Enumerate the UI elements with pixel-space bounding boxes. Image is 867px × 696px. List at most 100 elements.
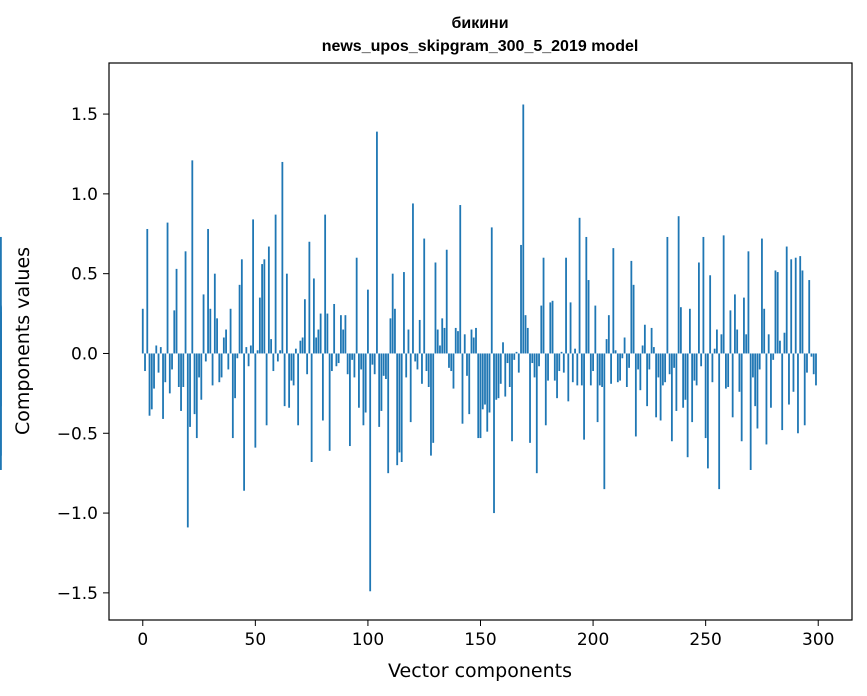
bar-195 xyxy=(580,353,583,386)
bar-57 xyxy=(270,339,273,354)
chart-title: бикини xyxy=(451,15,508,32)
bar-9 xyxy=(162,353,164,419)
bar-22 xyxy=(191,160,194,354)
bar-160 xyxy=(502,342,504,354)
bar-108 xyxy=(385,353,387,380)
bar-136 xyxy=(448,353,450,368)
bar-20 xyxy=(186,353,189,528)
bar-18 xyxy=(182,353,185,387)
y-tick-label: 0.0 xyxy=(71,344,98,364)
bar-168 xyxy=(520,244,522,354)
bar-29 xyxy=(207,228,209,354)
bar-36 xyxy=(222,337,225,354)
bar-137 xyxy=(450,353,453,372)
bar-205 xyxy=(603,353,606,490)
bar-95 xyxy=(355,257,358,354)
bar-54 xyxy=(263,259,266,354)
bar-32 xyxy=(213,273,216,354)
bar-254 xyxy=(713,348,716,354)
bar-288 xyxy=(790,259,793,354)
y-tick-label: −0.5 xyxy=(57,424,98,444)
bar-93 xyxy=(351,353,354,360)
bar-239 xyxy=(679,307,682,354)
bar-16 xyxy=(177,353,180,387)
bar-128 xyxy=(430,353,432,456)
bar-285 xyxy=(783,332,786,354)
bar-170 xyxy=(524,315,527,354)
bar-84 xyxy=(331,353,333,372)
bar-167 xyxy=(517,353,520,373)
bar-240 xyxy=(682,353,685,408)
bar-248 xyxy=(700,353,703,367)
bar-151 xyxy=(481,353,484,410)
bar-191 xyxy=(571,353,574,383)
y-ticks: −1.5 −1.0 −0.5 0.0 0.5 1.0 1.5 xyxy=(57,105,109,604)
bar-197 xyxy=(585,236,588,354)
bar-269 xyxy=(747,251,750,354)
bar-15 xyxy=(175,268,178,354)
bar-228 xyxy=(655,353,658,418)
bar-83 xyxy=(328,353,331,451)
bar-154 xyxy=(488,353,491,413)
bar-262 xyxy=(731,353,734,418)
bar-222 xyxy=(641,345,644,354)
bar-138 xyxy=(452,353,455,389)
bar-282 xyxy=(776,272,779,354)
bar-184 xyxy=(556,353,558,399)
bar-8 xyxy=(159,347,162,354)
bar-135 xyxy=(445,249,448,354)
bar-97 xyxy=(360,353,363,370)
bar-250 xyxy=(704,353,707,439)
bar-226 xyxy=(650,327,653,354)
x-tick-label: 150 xyxy=(464,630,496,650)
bar-94 xyxy=(353,353,356,378)
bar-39 xyxy=(229,308,232,354)
bar-80 xyxy=(321,353,324,421)
bar-89 xyxy=(342,329,345,354)
bar-220 xyxy=(637,353,640,370)
bar-74 xyxy=(308,241,311,354)
bar-2 xyxy=(146,228,149,354)
bar-179 xyxy=(544,353,547,426)
bar-164 xyxy=(511,353,513,442)
bar-224 xyxy=(646,353,649,407)
bar-253 xyxy=(711,353,714,383)
bar-150 xyxy=(479,353,482,439)
bar-256 xyxy=(718,353,721,490)
bar-101 xyxy=(369,353,372,592)
bar-96 xyxy=(358,353,360,408)
bar-246 xyxy=(695,353,698,386)
x-tick-label: 100 xyxy=(352,630,384,650)
bar-27 xyxy=(202,294,205,354)
bar-116 xyxy=(403,272,405,354)
bar-264 xyxy=(736,329,739,354)
bar-130 xyxy=(434,262,437,354)
bar-47 xyxy=(247,353,250,367)
bar-72 xyxy=(303,299,306,354)
bar-219 xyxy=(634,353,637,437)
bar-278 xyxy=(767,334,770,354)
bar-139 xyxy=(454,327,457,354)
bar-202 xyxy=(596,353,599,423)
bar-134 xyxy=(443,327,446,354)
bar-247 xyxy=(698,262,700,354)
bar-120 xyxy=(412,203,414,354)
bar-105 xyxy=(378,353,381,427)
bar-242 xyxy=(686,353,689,458)
bar-201 xyxy=(594,305,597,354)
bar-289 xyxy=(792,353,795,392)
bar-299 xyxy=(815,353,817,386)
bar-45 xyxy=(243,353,245,491)
bar-82 xyxy=(326,313,329,354)
bar-244 xyxy=(691,353,694,423)
bar-176 xyxy=(538,353,540,367)
bar-225 xyxy=(648,353,651,370)
bar-10 xyxy=(164,353,167,383)
bar-281 xyxy=(774,270,777,354)
bar-86 xyxy=(335,353,338,367)
bar-110 xyxy=(389,318,392,354)
bar-210 xyxy=(614,350,617,354)
bar-49 xyxy=(252,219,254,354)
x-axis-label: Vector components xyxy=(388,660,572,682)
x-tick-label: 200 xyxy=(577,630,609,650)
